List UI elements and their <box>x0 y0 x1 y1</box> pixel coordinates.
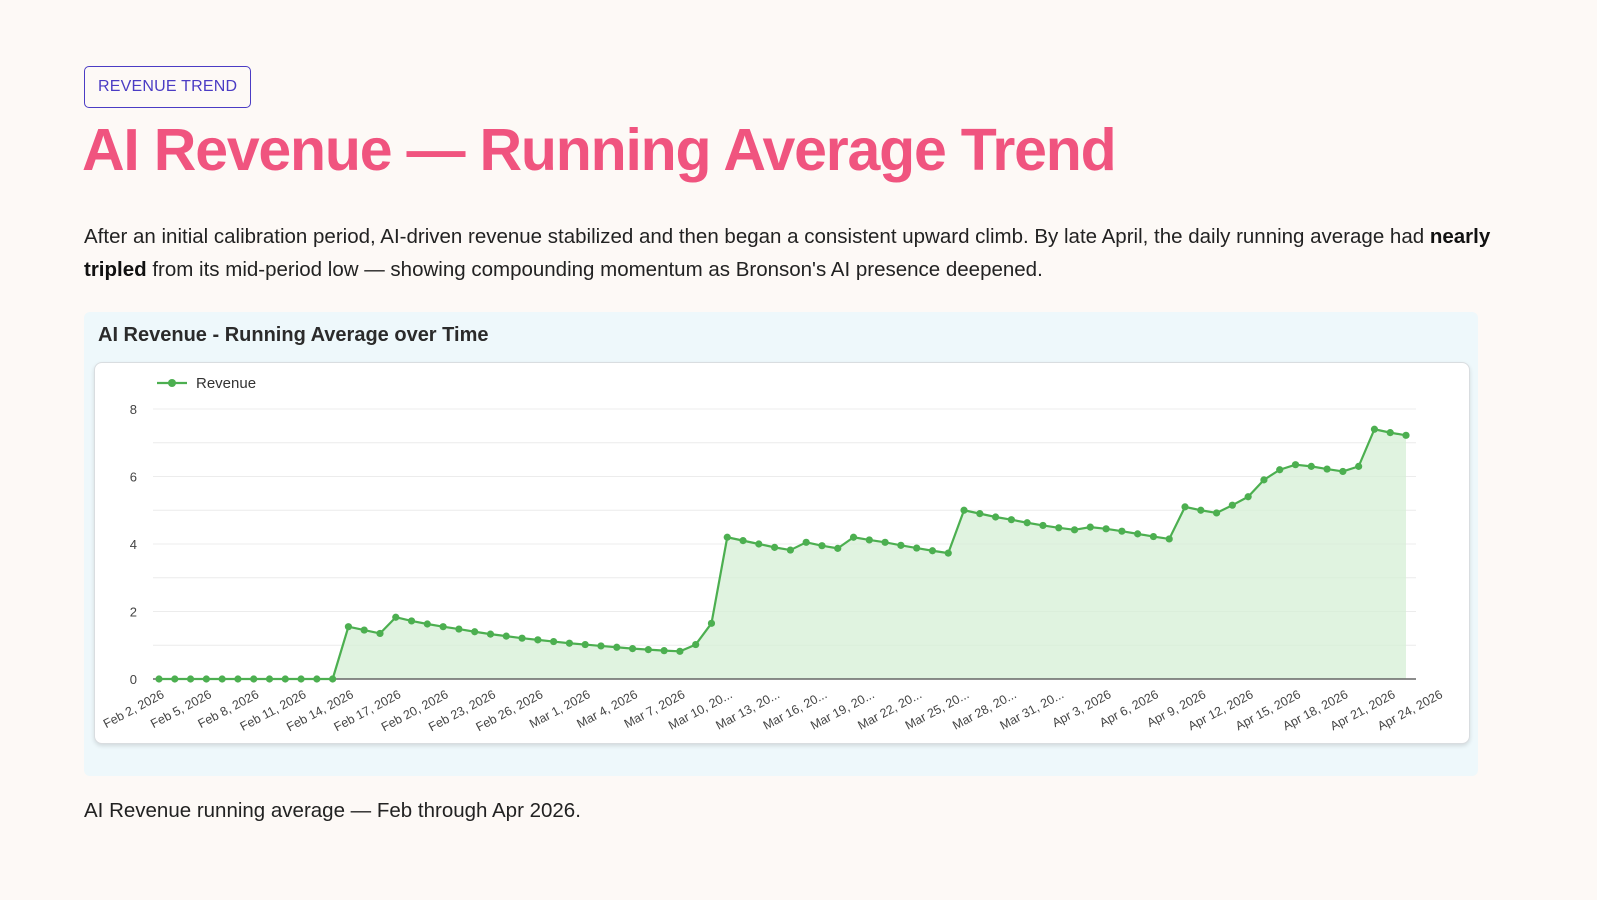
data-point <box>928 547 937 555</box>
legend-marker-icon <box>168 379 176 387</box>
data-point <box>1260 476 1268 484</box>
data-point <box>281 675 289 683</box>
data-point <box>755 540 763 548</box>
data-point <box>1134 530 1142 538</box>
data-point <box>1370 425 1379 433</box>
data-point <box>407 617 416 625</box>
data-point <box>1323 465 1331 473</box>
data-point <box>486 630 495 638</box>
data-point <box>439 623 447 631</box>
description-text: After an initial calibration period, AI-… <box>84 225 1430 248</box>
data-point <box>534 636 542 644</box>
data-point <box>1007 516 1015 524</box>
data-point <box>234 675 242 683</box>
data-point <box>581 640 589 649</box>
data-point <box>550 637 558 646</box>
legend-label-revenue: Revenue <box>196 375 256 392</box>
data-point <box>1055 524 1063 532</box>
data-point <box>1402 431 1410 439</box>
data-point <box>1339 467 1347 476</box>
chart-panel: AI Revenue - Running Average over Time 0… <box>84 312 1478 776</box>
data-point <box>976 510 984 518</box>
data-point <box>1086 523 1094 531</box>
data-point <box>171 675 179 683</box>
data-point <box>771 543 779 551</box>
data-point <box>692 640 700 649</box>
data-point <box>455 625 463 633</box>
y-tick-label: 6 <box>130 470 137 485</box>
data-point <box>628 645 637 653</box>
data-point <box>518 634 526 642</box>
data-point <box>644 646 652 654</box>
data-point <box>155 675 163 683</box>
data-point <box>565 639 574 647</box>
data-point <box>1386 429 1394 437</box>
figure-caption: AI Revenue running average — Feb through… <box>84 799 581 822</box>
data-point <box>329 675 337 683</box>
data-point <box>913 544 921 552</box>
data-point <box>818 542 826 550</box>
data-point <box>1244 493 1252 501</box>
data-point <box>502 632 510 640</box>
data-point <box>1228 501 1236 509</box>
y-tick-label: 4 <box>130 537 137 552</box>
data-point <box>1023 519 1031 527</box>
data-point <box>376 629 384 638</box>
data-point <box>849 533 858 541</box>
data-point <box>991 513 1000 521</box>
data-point <box>344 623 353 631</box>
y-tick-label: 8 <box>130 402 137 417</box>
data-point <box>1355 462 1363 470</box>
data-point <box>597 642 605 650</box>
data-point <box>218 675 226 683</box>
data-point <box>1165 535 1173 543</box>
data-point <box>202 675 210 683</box>
data-point <box>186 675 195 683</box>
data-point <box>1197 506 1205 514</box>
data-point <box>944 549 952 557</box>
data-point <box>392 613 400 621</box>
data-point <box>739 537 747 545</box>
data-point <box>1149 532 1158 541</box>
chart-title: AI Revenue - Running Average over Time <box>98 324 489 346</box>
data-point <box>1039 521 1047 530</box>
section-tag: REVENUE TREND <box>84 66 252 108</box>
y-tick-label: 0 <box>130 672 137 687</box>
data-point <box>1291 461 1300 469</box>
data-point <box>360 626 368 634</box>
data-point <box>1070 526 1079 534</box>
description-emphasis: nearly tripled <box>84 225 1491 281</box>
data-point <box>613 643 621 651</box>
chart-card: 0 2 4 6 8 Feb 2, 2026 Feb 5, 2026 Feb 8, 2026 Fe… <box>94 362 1470 744</box>
page-title: AI Revenue — Running Average Trend <box>82 117 1117 183</box>
data-point <box>723 533 731 541</box>
description: After an initial calibration period, AI-… <box>84 220 1504 286</box>
data-point <box>834 544 842 552</box>
series-area <box>159 429 1406 679</box>
data-point <box>802 538 810 546</box>
description-text-end: from its mid-period low — showing compou… <box>146 258 1043 281</box>
data-point <box>250 675 258 683</box>
y-tick-label: 2 <box>130 605 137 620</box>
data-point <box>1118 527 1126 535</box>
data-point <box>707 619 716 627</box>
data-point <box>786 546 794 554</box>
data-point <box>1102 525 1110 533</box>
data-point <box>1181 503 1189 511</box>
data-point <box>313 675 321 683</box>
data-point <box>960 506 968 514</box>
data-point <box>881 538 889 546</box>
data-point <box>1307 462 1315 470</box>
data-point <box>297 675 305 683</box>
data-point <box>676 647 684 655</box>
data-point <box>897 541 905 549</box>
data-point <box>471 628 479 636</box>
data-point <box>1276 466 1284 474</box>
data-point <box>865 536 873 544</box>
data-point <box>1212 509 1221 517</box>
data-point <box>660 647 668 655</box>
data-point <box>265 675 274 683</box>
data-point <box>423 620 431 628</box>
